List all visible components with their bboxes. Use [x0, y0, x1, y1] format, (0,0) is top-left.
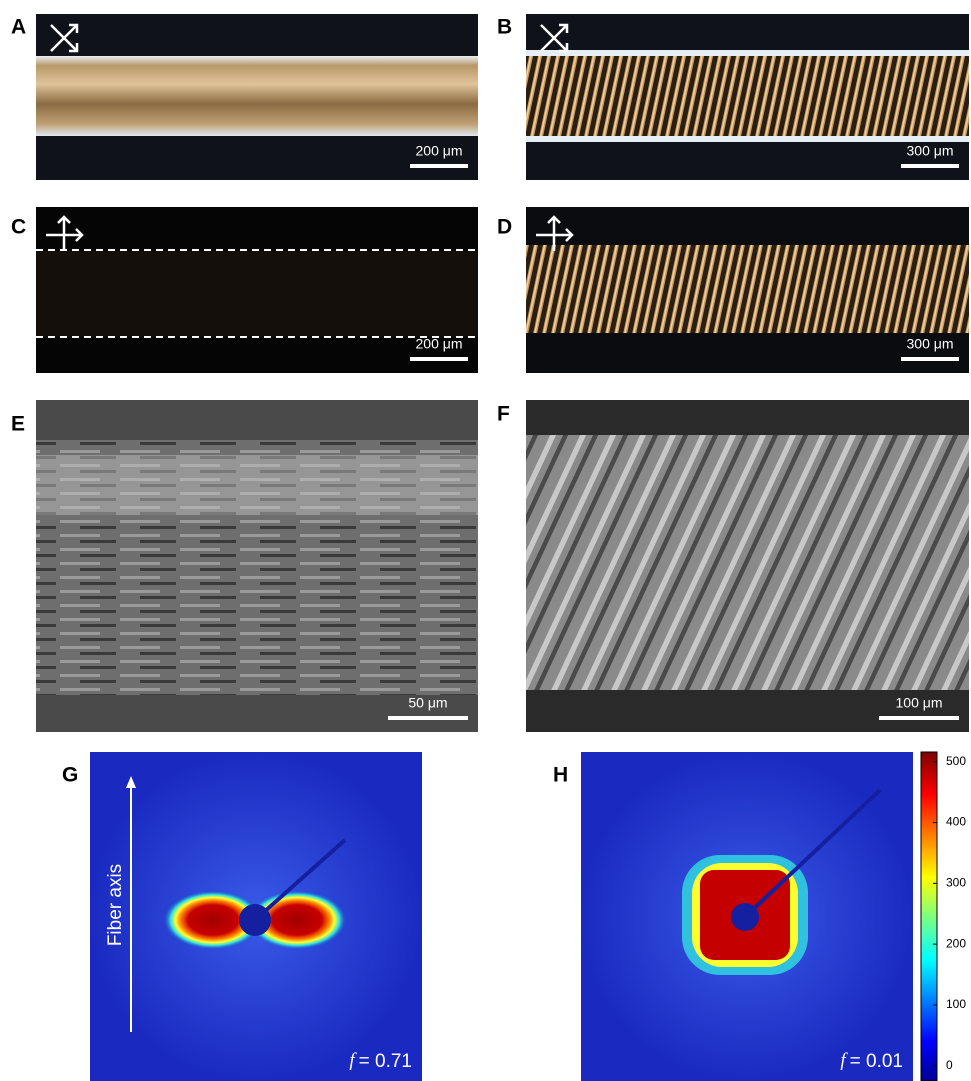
fiber	[36, 440, 478, 695]
polarizer-arrow	[46, 215, 84, 251]
fiber	[526, 435, 969, 690]
polarizer-icon	[46, 215, 84, 251]
arrow-head	[126, 776, 136, 788]
polarizer-arrow	[50, 23, 79, 53]
colorbar	[920, 751, 938, 1081]
fiber	[526, 245, 969, 333]
scale-bar-label: 300 μm	[907, 336, 954, 352]
panel-label: G	[62, 764, 78, 787]
panel-label: E	[11, 413, 25, 436]
value-text: = 0.01	[850, 1051, 903, 1072]
value-text: = 0.71	[359, 1051, 412, 1072]
orientation-factor: f = 0.71	[349, 1050, 412, 1072]
scale-bar-label: 300 μm	[907, 143, 954, 159]
beam-stop	[253, 838, 347, 922]
panel-label: H	[553, 764, 568, 787]
polarizer-icon	[536, 215, 574, 251]
symbol: f	[349, 1050, 357, 1071]
fiber	[36, 56, 478, 136]
fiber	[526, 56, 969, 136]
fiber	[36, 251, 478, 337]
tick-label: 100	[946, 997, 966, 1011]
polarizer-arrow	[540, 23, 569, 53]
polarizer-icon	[50, 23, 79, 53]
fiber-top	[36, 455, 478, 515]
lobe	[163, 890, 263, 950]
scale-bar-label: 200 μm	[416, 336, 463, 352]
tick-label: 400	[946, 815, 966, 829]
scale-bar-label: 50 μm	[408, 695, 447, 711]
axis-label: Fiber axis	[105, 864, 126, 946]
scale-bar-label: 200 μm	[416, 143, 463, 159]
panel-label: C	[11, 216, 26, 239]
panel-label: D	[497, 216, 512, 239]
scale-bar-label: 100 μm	[896, 695, 943, 711]
beam-stop	[731, 903, 759, 931]
tick-label: 500	[946, 754, 966, 768]
panel-label: B	[497, 16, 512, 39]
orientation-factor: f = 0.01	[840, 1050, 903, 1072]
polarizer-icon	[540, 23, 569, 53]
panel-label: A	[11, 16, 26, 39]
tick-label: 0	[946, 1058, 953, 1072]
polarizer-arrow	[536, 215, 574, 251]
panel-label: F	[497, 403, 510, 426]
tick-label: 200	[946, 936, 966, 950]
beam-stop	[239, 904, 271, 936]
symbol: f	[840, 1050, 848, 1071]
beam-stop	[743, 788, 882, 919]
tick-label: 300	[946, 876, 966, 890]
